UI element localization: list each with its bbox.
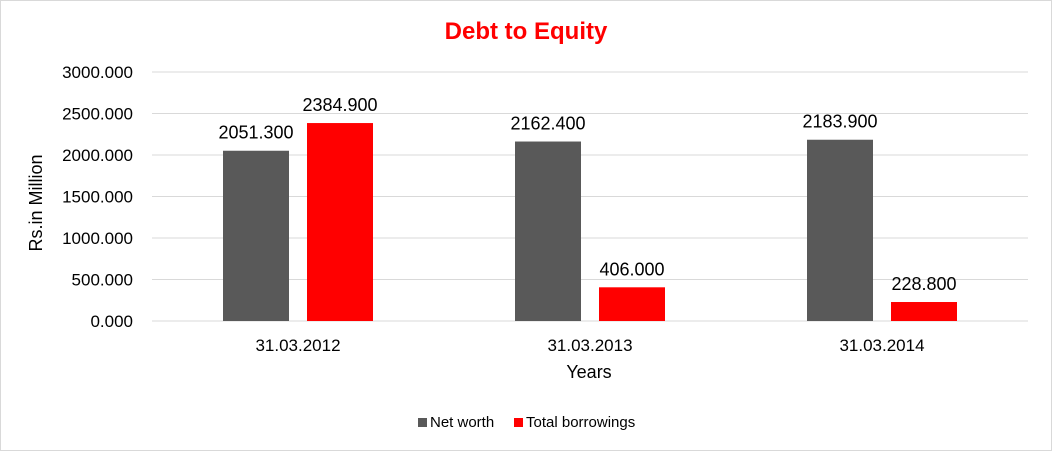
gridlines — [152, 71, 1028, 322]
legend-label: Net worth — [430, 414, 494, 431]
data-labels: 2051.300 2384.900 2162.400 406.000 2183.900 2… — [218, 95, 956, 294]
legend-swatch — [418, 418, 427, 427]
y-tick-label: 0.000 — [90, 312, 133, 331]
y-tick-label: 3000.000 — [62, 63, 133, 82]
bar — [307, 123, 373, 321]
x-axis-ticks: 31.03.2012 31.03.2013 31.03.2014 — [255, 336, 924, 355]
bar — [807, 139, 873, 321]
legend: Net worth Total borrowings — [418, 414, 635, 431]
y-axis-title: Rs.in Million — [26, 154, 46, 251]
x-axis-title: Years — [566, 362, 611, 382]
legend-label: Total borrowings — [526, 414, 635, 431]
y-tick-label: 500.000 — [72, 271, 133, 290]
bar — [223, 150, 289, 321]
y-tick-label: 1000.000 — [62, 229, 133, 248]
bars — [223, 123, 957, 321]
data-label: 2183.900 — [802, 112, 877, 132]
x-tick-label: 31.03.2012 — [255, 336, 340, 355]
y-tick-label: 2500.000 — [62, 105, 133, 124]
data-label: 228.800 — [891, 274, 956, 294]
y-axis-ticks: 0.000 500.000 1000.000 1500.000 2000.000 2500… — [62, 63, 133, 331]
bar — [515, 141, 581, 321]
legend-swatch — [514, 418, 523, 427]
bar — [891, 302, 957, 321]
data-label: 406.000 — [599, 259, 664, 279]
data-label: 2162.400 — [510, 114, 585, 134]
y-tick-label: 2000.000 — [62, 146, 133, 165]
chart-title: Debt to Equity — [445, 18, 608, 45]
x-tick-label: 31.03.2014 — [839, 336, 924, 355]
data-label: 2051.300 — [218, 123, 293, 143]
y-tick-label: 1500.000 — [62, 188, 133, 207]
data-label: 2384.900 — [302, 95, 377, 115]
bar — [599, 287, 665, 321]
x-tick-label: 31.03.2013 — [547, 336, 632, 355]
